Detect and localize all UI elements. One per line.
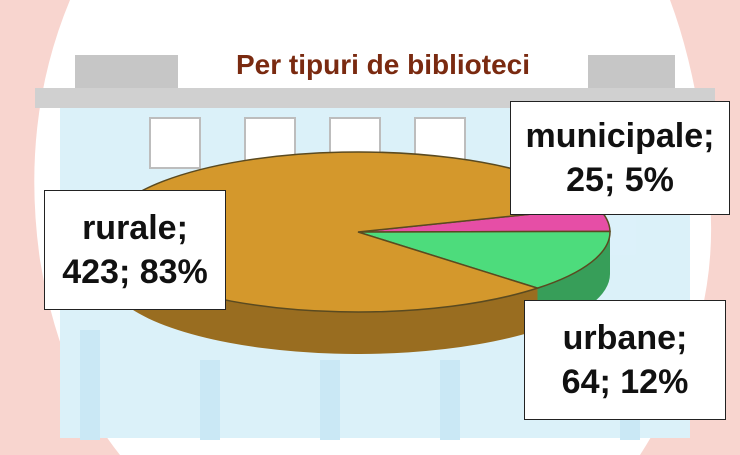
data-label: rurale; 423; 83% [44, 190, 226, 310]
data-label: urbane; 64; 12% [524, 300, 726, 420]
data-label: municipale; 25; 5% [510, 101, 730, 215]
slice-side [106, 232, 538, 354]
chart-title: Per tipuri de biblioteci [178, 42, 588, 88]
slice-top [357, 230, 611, 289]
decor [0, 0, 120, 455]
